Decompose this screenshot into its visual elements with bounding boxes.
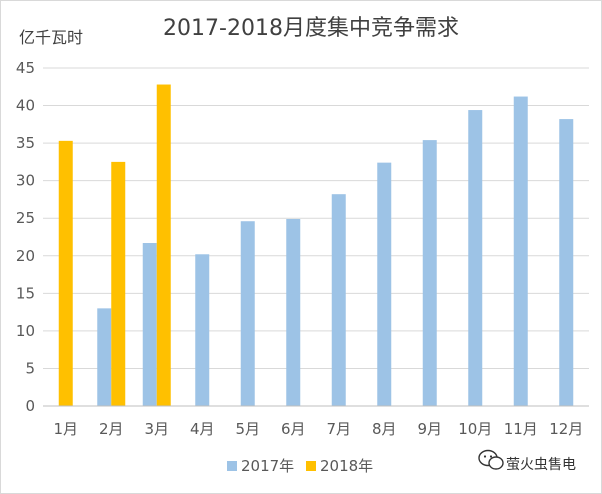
bar-series-1 bbox=[142, 243, 157, 406]
x-tick-label: 4月 bbox=[190, 420, 215, 438]
bars bbox=[58, 84, 574, 406]
y-tick-label: 35 bbox=[16, 134, 35, 152]
x-tick-label: 12月 bbox=[549, 420, 583, 438]
x-tick-label: 7月 bbox=[326, 420, 351, 438]
bar-series-2 bbox=[156, 84, 171, 406]
x-tick-label: 10月 bbox=[458, 420, 492, 438]
bar-series-2 bbox=[58, 140, 73, 406]
y-tick-label: 0 bbox=[25, 397, 35, 415]
wechat-icon bbox=[478, 449, 504, 470]
x-tick-label: 2月 bbox=[99, 420, 124, 438]
gridlines bbox=[43, 67, 589, 369]
bar-series-2 bbox=[111, 161, 126, 406]
bar-series-1 bbox=[422, 140, 437, 406]
y-tick-label: 20 bbox=[16, 247, 35, 265]
y-tick-label: 15 bbox=[16, 284, 35, 302]
y-tick-label: 30 bbox=[16, 172, 35, 190]
x-tick-label: 3月 bbox=[144, 420, 169, 438]
y-tick-label: 10 bbox=[16, 322, 35, 340]
x-tick-label: 5月 bbox=[235, 420, 260, 438]
x-tick-label: 6月 bbox=[281, 420, 306, 438]
bar-series-1 bbox=[195, 254, 210, 406]
x-tick-label: 11月 bbox=[504, 420, 538, 438]
watermark-text: 萤火虫售电 bbox=[506, 457, 576, 473]
y-tick-label: 40 bbox=[16, 97, 35, 115]
bar-series-1 bbox=[377, 162, 392, 406]
bar-series-1 bbox=[331, 194, 346, 406]
x-tick-label: 9月 bbox=[417, 420, 442, 438]
y-tick-label: 5 bbox=[25, 359, 35, 377]
legend-label: 2017年 bbox=[241, 457, 294, 475]
y-tick-label: 25 bbox=[16, 209, 35, 227]
bar-series-1 bbox=[286, 218, 301, 406]
axes: 0 5 10 15 20 25 30 35 40 45 1月 2月 3月 4月 5月 6月 7月 8月 9月 10月 1… bbox=[16, 59, 589, 438]
bar-series-1 bbox=[559, 119, 574, 406]
legend: 2017年 2018年 bbox=[227, 457, 373, 475]
bar-series-1 bbox=[97, 308, 112, 406]
legend-label: 2018年 bbox=[320, 457, 373, 475]
watermark: 萤火虫售电 bbox=[478, 449, 576, 473]
bar-series-1 bbox=[468, 110, 483, 406]
chart-title: 2017-2018月度集中竞争需求 bbox=[163, 16, 459, 41]
bar-series-1 bbox=[240, 221, 255, 406]
x-tick-label: 8月 bbox=[372, 420, 397, 438]
bar-series-1 bbox=[513, 96, 528, 406]
y-axis-label: 亿千瓦时 bbox=[19, 28, 83, 47]
legend-swatch bbox=[227, 461, 237, 471]
y-tick-label: 45 bbox=[16, 59, 35, 77]
legend-swatch bbox=[306, 461, 316, 471]
x-tick-label: 1月 bbox=[53, 420, 78, 438]
